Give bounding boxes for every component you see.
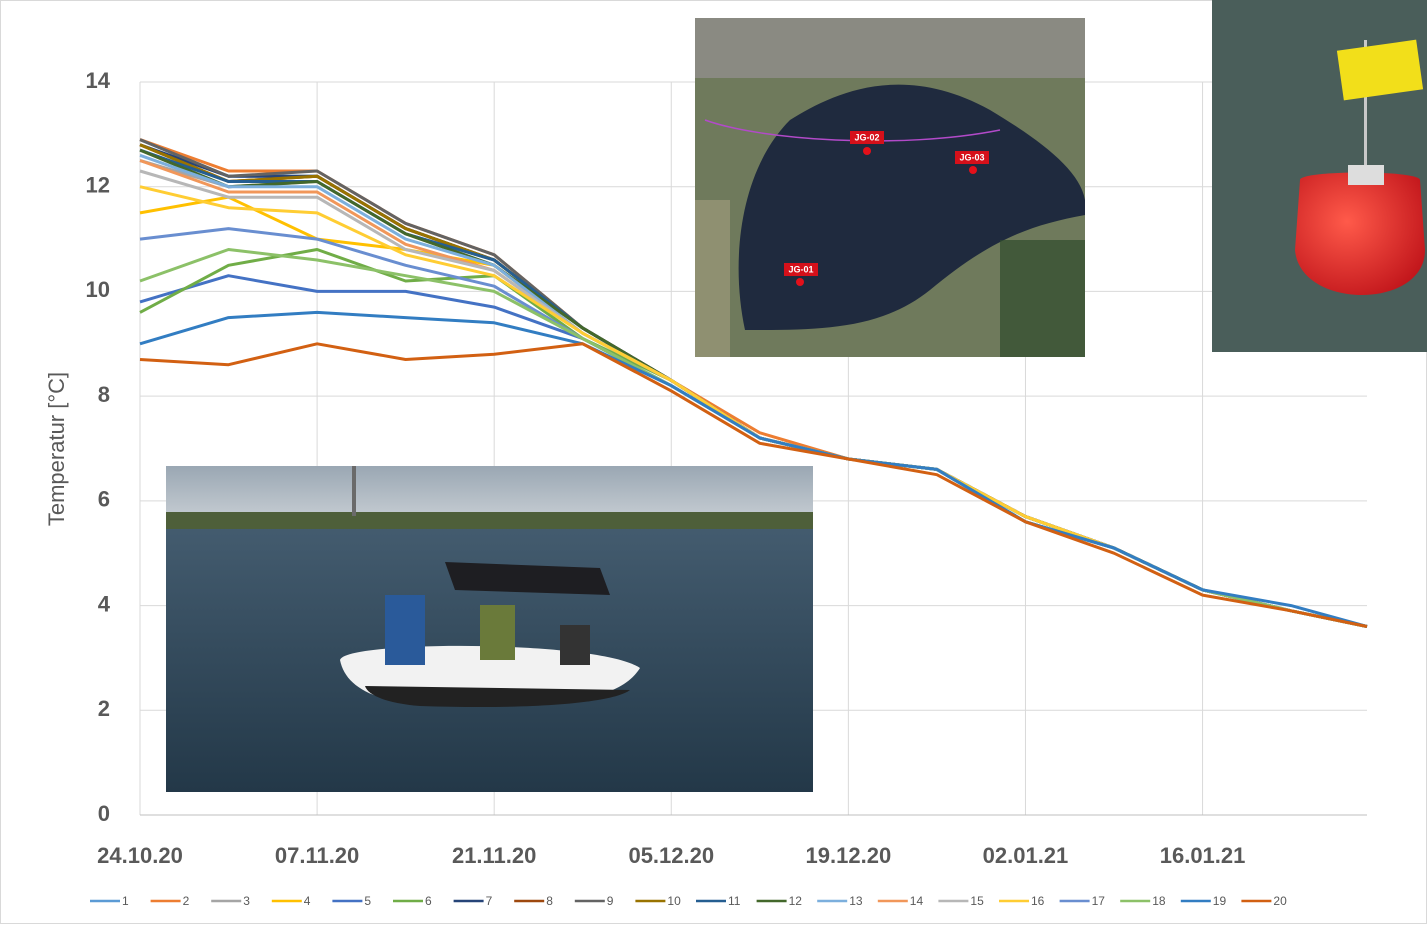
x-tick-label: 05.12.20 [628,843,714,868]
y-tick-label: 2 [98,696,110,721]
x-tick-label: 07.11.20 [275,843,359,868]
x-tick-label: 19.12.20 [806,843,892,868]
legend-label: 10 [667,894,681,908]
legend-label: 2 [183,894,190,908]
legend-label: 15 [970,894,984,908]
buoy-photo [1212,0,1427,352]
legend-label: 1 [122,894,129,908]
insets: JG-01 JG-02 JG-03 [166,0,1427,792]
legend-label: 20 [1273,894,1287,908]
y-tick-label: 0 [98,801,110,826]
map-label: JG-02 [854,132,879,142]
legend-label: 8 [546,894,553,908]
legend-label: 3 [243,894,250,908]
x-tick-label: 24.10.20 [97,843,183,868]
legend-label: 19 [1213,894,1227,908]
legend-label: 11 [728,894,741,908]
legend-label: 6 [425,894,432,908]
legend-label: 18 [1152,894,1166,908]
series-line [139,342,1368,628]
map-label: JG-01 [788,264,813,274]
legend-label: 17 [1092,894,1106,908]
x-tick-label: 02.01.21 [983,843,1069,868]
legend-label: 12 [789,894,803,908]
legend-label: 4 [304,894,311,908]
legend-label: 14 [910,894,924,908]
x-tick-label: 16.01.21 [1160,843,1246,868]
legend-label: 7 [486,894,493,908]
x-tick-label: 21.11.20 [452,843,536,868]
series-line [139,310,1368,628]
y-axis-title: Temperatur [°C] [44,372,69,526]
y-tick-label: 6 [98,487,110,512]
legend-label: 13 [849,894,863,908]
legend-label: 5 [364,894,371,908]
y-tick-label: 12 [86,173,110,198]
legend-label: 9 [607,894,614,908]
y-tick-label: 10 [86,277,110,302]
boat-photo [166,466,813,792]
map-photo: JG-01 JG-02 JG-03 [695,18,1085,357]
legend-label: 16 [1031,894,1045,908]
y-tick-label: 8 [98,382,110,407]
y-tick-label: 14 [86,68,111,93]
y-tick-label: 4 [98,591,111,616]
map-label: JG-03 [959,152,984,162]
